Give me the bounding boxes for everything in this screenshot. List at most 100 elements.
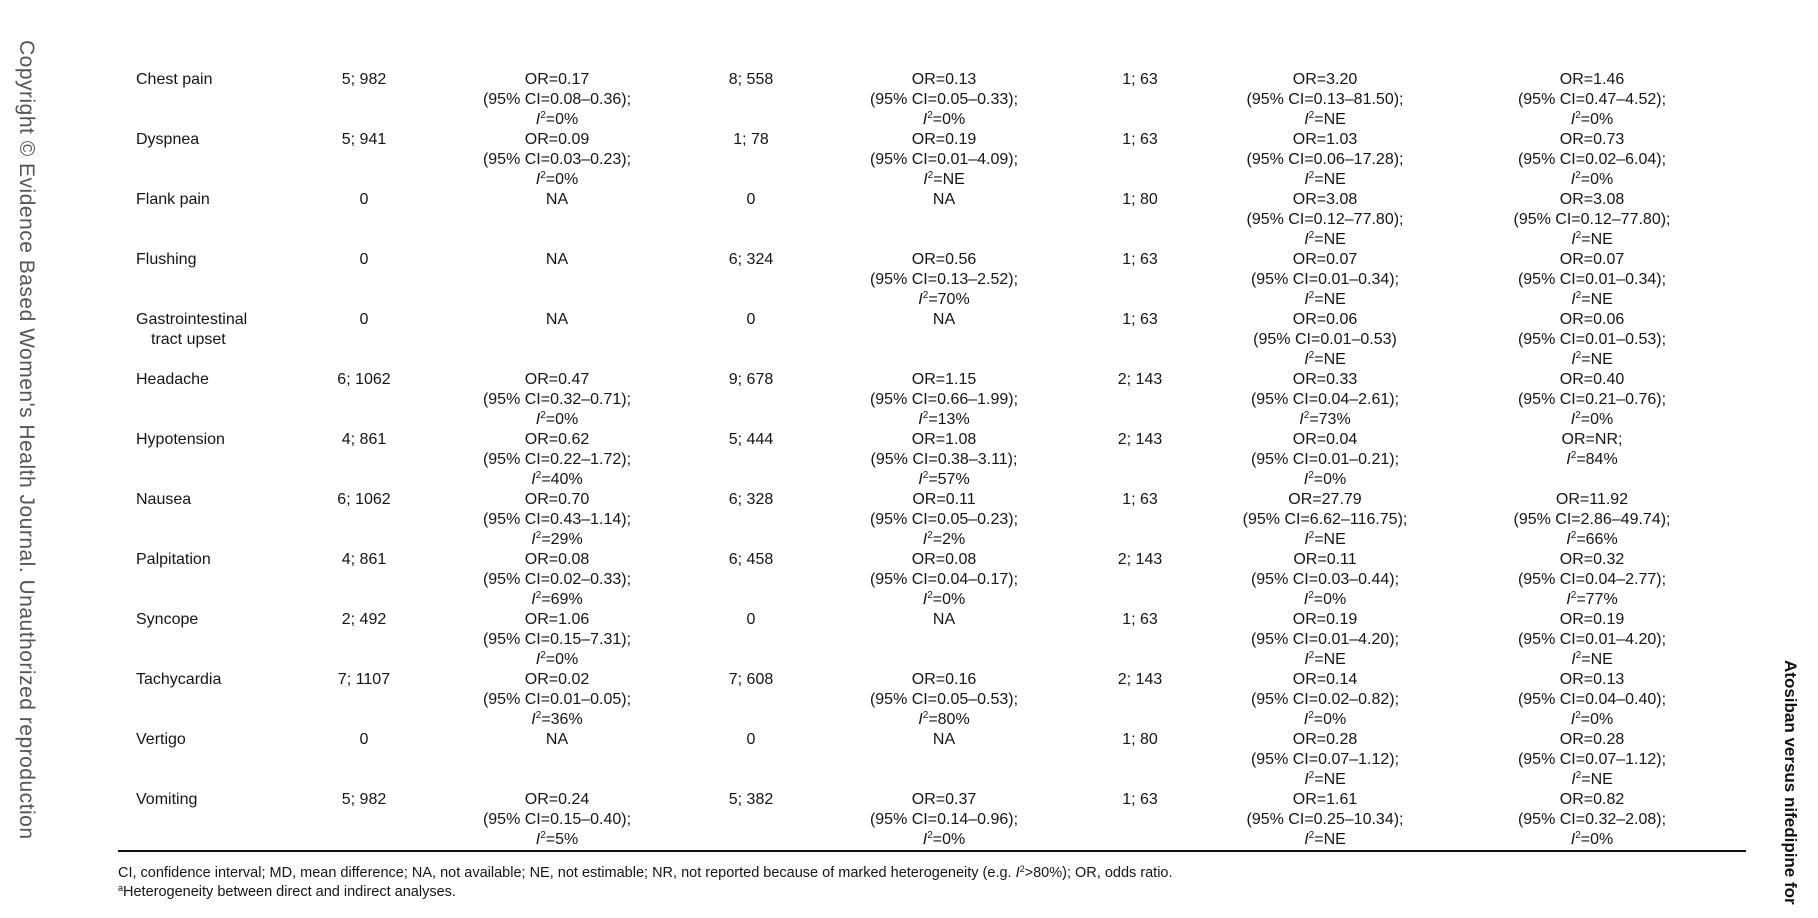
confidence-interval: (95% CI=0.12–77.80); (1513, 211, 1671, 228)
odds-ratio-cell: OR=1.03 (95% CI=0.06–17.28); I2=NE (1247, 130, 1404, 190)
odds-ratio-cell: OR=0.04 (95% CI=0.01–0.21); I2=0% (1251, 430, 1399, 490)
odds-ratio-cell: OR=0.56 (95% CI=0.13–2.52); I2=70% (870, 250, 1018, 310)
studies-participants-cell: 1; 63 (1122, 611, 1158, 628)
i-squared-value: =0% (545, 171, 579, 188)
confidence-interval: (95% CI=0.15–0.40); (482, 811, 632, 828)
i-squared: I2=80% (918, 710, 970, 729)
i-squared: I2=40% (531, 470, 583, 489)
i-squared-value: =80% (928, 711, 970, 728)
i-squared: I2=0% (1303, 470, 1347, 489)
studies-participants-cell: 6; 324 (728, 251, 774, 268)
confidence-interval: (95% CI=0.13–2.52); (869, 271, 1019, 288)
odds-ratio-cell: OR=27.79 (95% CI=6.62–116.75); I2=NE (1243, 490, 1408, 550)
studies-participants-cell: 5; 941 (341, 131, 387, 148)
i-squared-value: =NE (1581, 231, 1613, 248)
odds-ratio: OR=0.73 (1559, 131, 1625, 148)
odds-ratio: OR=0.37 (911, 791, 977, 808)
confidence-interval: (95% CI=0.05–0.53); (869, 691, 1019, 708)
i-squared: I2=0% (922, 830, 966, 849)
confidence-interval: (95% CI=0.14–0.96); (869, 811, 1019, 828)
odds-ratio-cell: OR=0.14 (95% CI=0.02–0.82); I2=0% (1251, 670, 1399, 730)
row-label: Nausea (136, 490, 191, 510)
confidence-interval: (95% CI=0.07–1.12); (1517, 751, 1667, 768)
i-squared-value: =NE (1581, 351, 1613, 368)
studies-participants-cell: 1; 78 (733, 131, 769, 148)
odds-ratio-cell: OR=3.08 (95% CI=0.12–77.80); I2=NE (1247, 190, 1404, 250)
row-label: Vertigo (136, 730, 186, 750)
studies-participants-cell: 6; 1062 (337, 491, 391, 508)
i-squared-value: =0% (545, 411, 579, 428)
odds-ratio-cell: OR=0.06 (95% CI=0.01–0.53) I2=NE (1253, 310, 1397, 370)
confidence-interval: (95% CI=0.03–0.44); (1250, 571, 1400, 588)
i-squared-value: =13% (928, 411, 970, 428)
row-label-line: Palpitation (136, 551, 211, 568)
odds-ratio: OR=0.24 (524, 791, 590, 808)
i-squared-value: =0% (545, 111, 579, 128)
i-squared-value: =70% (928, 291, 970, 308)
studies-participants-cell: 8; 558 (728, 71, 774, 88)
i-squared: I2=0% (1570, 110, 1614, 129)
footnote-abbreviations: CI, confidence interval; MD, mean differ… (118, 864, 1173, 882)
odds-ratio-cell: OR=0.13 (95% CI=0.05–0.33); I2=0% (870, 70, 1018, 130)
odds-ratio-cell: OR=0.07 (95% CI=0.01–0.34); I2=NE (1251, 250, 1399, 310)
odds-ratio: OR=0.11 (912, 491, 976, 508)
i-squared-value: =NE (933, 171, 965, 188)
odds-ratio: OR=0.28 (1559, 731, 1625, 748)
confidence-interval: (95% CI=2.86–49.74); (1513, 511, 1671, 528)
table-row: Syncope 2; 492 OR=1.06 (95% CI=0.15–7.31); I… (0, 610, 1760, 670)
confidence-interval: (95% CI=0.13–81.50); (1246, 91, 1404, 108)
confidence-interval: (95% CI=0.05–0.23); (869, 511, 1019, 528)
i-squared: I2=57% (918, 470, 970, 489)
studies-participants-cell: 1; 80 (1122, 191, 1158, 208)
row-label: Headache (136, 370, 209, 390)
i-squared-value: =NE (1314, 771, 1346, 788)
row-label-line: Nausea (136, 491, 192, 508)
i-squared: I2=0% (1570, 830, 1614, 849)
odds-ratio: OR=0.08 (524, 551, 590, 568)
odds-ratio: OR=0.16 (911, 671, 977, 688)
odds-ratio-cell: OR=0.13 (95% CI=0.04–0.40); I2=0% (1518, 670, 1666, 730)
odds-ratio-cell: OR=0.33 (95% CI=0.04–2.61); I2=73% (1251, 370, 1399, 430)
table-row: Dyspnea 5; 941 OR=0.09 (95% CI=0.03–0.23); I… (0, 130, 1760, 190)
odds-ratio-cell: OR=0.09 (95% CI=0.03–0.23); I2=0% (483, 130, 631, 190)
odds-ratio: OR=0.56 (911, 251, 977, 268)
odds-ratio: OR=1.08 (911, 431, 977, 448)
i-squared-value: =NE (1314, 651, 1346, 668)
i-squared: I2=13% (918, 410, 970, 429)
i-squared-value: =0% (1580, 111, 1614, 128)
odds-ratio: OR=0.14 (1292, 671, 1358, 688)
i-squared-value: =0% (1580, 831, 1614, 848)
odds-ratio-cell: OR=0.28 (95% CI=0.07–1.12); I2=NE (1518, 730, 1666, 790)
i-squared: I2=NE (1304, 830, 1346, 849)
odds-ratio: OR=0.19 (1292, 611, 1358, 628)
row-label-line: Tachycardia (136, 671, 222, 688)
row-label: Gastrointestinal tract upset (136, 310, 247, 350)
odds-ratio-cell: OR=0.62 (95% CI=0.22–1.72); I2=40% (483, 430, 631, 490)
i-squared-value: =NE (1314, 351, 1346, 368)
confidence-interval: (95% CI=0.22–1.72); (482, 451, 632, 468)
odds-ratio: NA (545, 191, 569, 208)
i-squared: I2=NE (1304, 770, 1346, 789)
odds-ratio: NA (545, 311, 569, 328)
row-label-line: Flushing (136, 251, 197, 268)
confidence-interval: (95% CI=0.06–17.28); (1246, 151, 1404, 168)
row-label-line: Headache (136, 371, 209, 388)
i-squared-value: =2% (932, 531, 966, 548)
odds-ratio: NA (545, 731, 569, 748)
i-squared: I2=73% (1299, 410, 1351, 429)
i-squared: I2=NE (1571, 290, 1613, 309)
i-squared: I2=NE (1304, 650, 1346, 669)
odds-ratio-cell: OR=0.24 (95% CI=0.15–0.40); I2=5% (483, 790, 631, 850)
table-row: Flushing 0 NA 6; 324 OR=0.56 (95% CI=0.13–2.5… (0, 250, 1760, 310)
table-row: Palpitation 4; 861 OR=0.08 (95% CI=0.02–0.3… (0, 550, 1760, 610)
footnote-text: Heterogeneity between direct and indirec… (123, 884, 456, 900)
odds-ratio: NA (932, 311, 956, 328)
table-bottom-rule (118, 850, 1746, 852)
odds-ratio: NA (545, 251, 569, 268)
confidence-interval: (95% CI=0.12–77.80); (1246, 211, 1404, 228)
studies-participants-cell: 1; 63 (1122, 131, 1158, 148)
confidence-interval: (95% CI=0.32–2.08); (1517, 811, 1667, 828)
odds-ratio: OR=3.20 (1292, 71, 1358, 88)
table-row: Vomiting 5; 982 OR=0.24 (95% CI=0.15–0.40);… (0, 790, 1760, 850)
odds-ratio: OR=1.03 (1292, 131, 1358, 148)
